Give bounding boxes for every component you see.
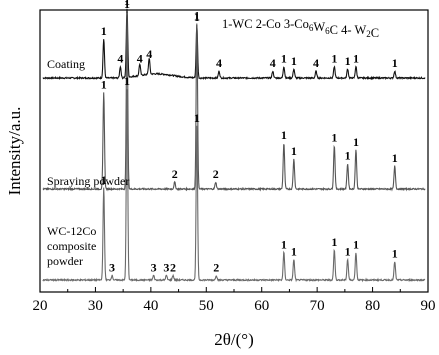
x-tick-label: 70 — [310, 298, 325, 314]
peak-label: 1 — [194, 10, 200, 24]
peak-label: 2 — [213, 167, 219, 181]
phase-legend: 1-WC 2-Co 3-Co6W6C 4- W2C — [222, 17, 379, 40]
x-tick-label: 40 — [143, 298, 158, 314]
peak-label: 1 — [101, 77, 107, 91]
plot-frame — [39, 9, 429, 293]
series-curves — [42, 8, 426, 283]
series-label-wc-12co-composite-powder: WC-12Co — [47, 224, 96, 238]
x-tick-label: 30 — [88, 298, 103, 314]
series-label-spraying-powder: Spraying powder — [47, 174, 129, 188]
peak-label: 3 — [151, 260, 157, 274]
peak-label: 1 — [281, 128, 287, 142]
peak-label: 1 — [291, 144, 297, 158]
series-line-wc-12co-composite-powder — [42, 89, 426, 283]
peak-label: 1 — [345, 244, 351, 258]
series-line-spraying-powder — [42, 13, 426, 192]
series-label-wc-12co-composite-powder: composite — [47, 239, 96, 253]
peak-label: 1 — [353, 135, 359, 149]
peak-label: 1 — [345, 54, 351, 68]
peak-label: 1 — [392, 56, 398, 70]
peak-label: 2 — [172, 167, 178, 181]
peak-label: 1 — [331, 130, 337, 144]
x-axis: 20 30 40 50 60 70 80 90 — [33, 287, 436, 314]
peak-label: 1 — [353, 52, 359, 66]
peak-label: 1 — [124, 0, 130, 11]
x-tick-label: 90 — [421, 298, 436, 314]
peak-label: 1 — [101, 173, 107, 187]
peak-label: 1 — [194, 111, 200, 125]
peak-label: 1 — [281, 52, 287, 66]
x-tick-label: 20 — [33, 298, 48, 314]
y-axis-title: Intensity/a.u. — [5, 107, 24, 196]
peak-label: 1 — [194, 8, 200, 22]
series-label-wc-12co-composite-powder: powder — [47, 254, 83, 268]
x-tick-label: 50 — [199, 298, 214, 314]
peak-label: 4 — [270, 56, 276, 70]
peak-label: 1 — [392, 247, 398, 261]
peak-label: 1 — [331, 52, 337, 66]
peak-label: 1 — [124, 74, 130, 88]
x-tick-label: 80 — [365, 298, 380, 314]
peak-label: 4 — [313, 56, 319, 70]
peak-label: 4 — [146, 47, 152, 61]
peak-label: 3 — [163, 260, 169, 274]
series-labels: Coating Spraying powder WC-12Cocompositepo… — [47, 57, 129, 268]
peak-label: 4 — [137, 52, 143, 66]
peak-label: 1 — [345, 149, 351, 163]
series-label-coating: Coating — [47, 57, 85, 71]
peak-label: 2 — [170, 260, 176, 274]
x-tick-label: 60 — [254, 298, 269, 314]
peak-label: 1 — [353, 237, 359, 251]
peak-label: 4 — [117, 52, 123, 66]
peak-label: 1 — [291, 244, 297, 258]
peak-label: 1 — [101, 24, 107, 38]
peak-label: 1 — [281, 237, 287, 251]
peak-label: 1 — [124, 0, 130, 8]
series-line-coating — [42, 8, 426, 81]
peak-label: 4 — [216, 56, 222, 70]
peak-label: 1 — [291, 54, 297, 68]
peak-label: 1 — [392, 151, 398, 165]
peak-label: 3 — [109, 260, 115, 274]
peak-label: 1 — [331, 235, 337, 249]
x-axis-title: 2θ/(°) — [214, 330, 254, 349]
peak-label: 2 — [213, 260, 219, 274]
